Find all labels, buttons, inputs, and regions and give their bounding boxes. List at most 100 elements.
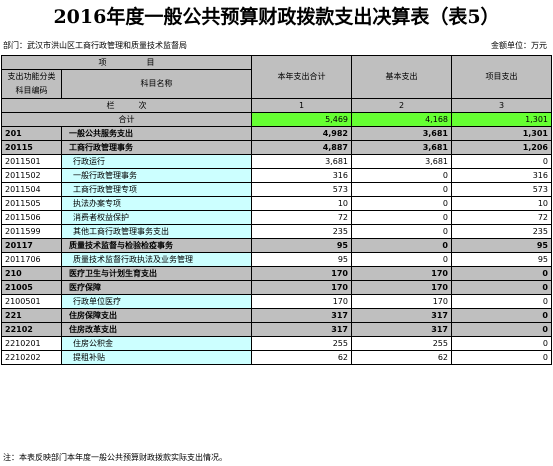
row-project-text: 573 [532, 184, 548, 194]
row-project-text: 0 [542, 324, 548, 334]
row-name: 工商行政管理事务 [61, 140, 252, 155]
row-name: 质量技术监督与检验检疫事务 [61, 238, 252, 253]
row-basic: 0 [351, 252, 452, 267]
row-name-text: 行政运行 [73, 156, 105, 166]
row-code-text: 2011501 [5, 156, 41, 166]
table-row: 2011505 执法办案专项 10 0 10 [1, 196, 552, 211]
row-total: 316 [251, 168, 352, 183]
row-basic: 170 [351, 294, 452, 309]
table-row: 21005 医疗保障 170 170 0 [1, 280, 552, 295]
row-name: 一般公共服务支出 [61, 126, 252, 141]
row-name-text: 提租补贴 [73, 352, 105, 362]
row-name-text: 一般行政管理事务 [73, 170, 137, 180]
row-code: 2011599 [1, 224, 62, 239]
row-total-text: 170 [332, 296, 348, 306]
row-name: 一般行政管理事务 [61, 168, 252, 183]
row-name-text: 住房公积金 [73, 338, 113, 348]
header-basic: 基本支出 [351, 55, 452, 99]
row-total-text: 4,887 [322, 142, 348, 152]
row-project: 0 [451, 280, 552, 295]
row-name-text: 医疗卫生与计划生育支出 [69, 268, 157, 278]
row-basic: 0 [351, 196, 452, 211]
row-total: 317 [251, 308, 352, 323]
table-row: 2210202 提租补贴 62 62 0 [1, 350, 552, 365]
row-basic-text: 0 [442, 170, 448, 180]
row-code-text: 2210201 [5, 338, 41, 348]
row-total-text: 235 [332, 226, 348, 236]
row-total-text: 95 [337, 254, 348, 264]
row-total-text: 170 [331, 282, 348, 292]
row-basic-text: 0 [442, 198, 448, 208]
row-basic-text: 317 [431, 310, 448, 320]
row-total: 72 [251, 210, 352, 225]
header-project: 项目支出 [451, 55, 552, 99]
row-project: 0 [451, 308, 552, 323]
row-project-text: 95 [537, 254, 548, 264]
row-project: 1,301 [451, 126, 552, 141]
row-name: 行政单位医疗 [61, 294, 252, 309]
row-total-text: 4,982 [322, 128, 348, 138]
seq-basic: 2 [351, 98, 452, 113]
row-project: 0 [451, 266, 552, 281]
row-project-text: 72 [537, 212, 548, 222]
row-name: 住房改革支出 [61, 322, 252, 337]
row-name-text: 其他工商行政管理事务支出 [73, 226, 169, 236]
row-basic-text: 170 [431, 282, 448, 292]
row-basic: 317 [351, 322, 452, 337]
row-code: 21005 [1, 280, 62, 295]
row-name: 质量技术监督行政执法及业务管理 [61, 252, 252, 267]
row-name-text: 一般公共服务支出 [69, 128, 133, 138]
row-project: 95 [451, 238, 552, 253]
row-basic-text: 0 [442, 240, 448, 250]
row-code-text: 2011599 [5, 226, 41, 236]
table-row: 2011504 工商行政管理专项 573 0 573 [1, 182, 552, 197]
row-project-text: 95 [536, 240, 548, 250]
row-code-text: 2100501 [5, 296, 41, 306]
row-basic: 170 [351, 266, 452, 281]
table-row: 210 医疗卫生与计划生育支出 170 170 0 [1, 266, 552, 281]
row-name: 行政运行 [61, 154, 252, 169]
row-project: 0 [451, 350, 552, 365]
row-total: 4,887 [251, 140, 352, 155]
table-row: 20117 质量技术监督与检验检疫事务 95 0 95 [1, 238, 552, 253]
row-name: 住房保障支出 [61, 308, 252, 323]
row-name-text: 质量技术监督行政执法及业务管理 [73, 254, 193, 264]
row-project-text: 0 [542, 352, 548, 362]
row-basic: 3,681 [351, 126, 452, 141]
row-total-text: 316 [332, 170, 348, 180]
row-code-text: 210 [5, 268, 22, 278]
row-name: 消费者权益保护 [61, 210, 252, 225]
row-basic: 62 [351, 350, 452, 365]
row-basic-text: 170 [432, 296, 448, 306]
row-total: 170 [251, 294, 352, 309]
row-total: 10 [251, 196, 352, 211]
row-total: 95 [251, 252, 352, 267]
row-name-text: 行政单位医疗 [73, 296, 121, 306]
row-basic: 0 [351, 224, 452, 239]
row-project: 1,206 [451, 140, 552, 155]
row-name-text: 医疗保障 [69, 282, 101, 292]
row-total: 317 [251, 322, 352, 337]
footnote: 注：本表反映部门本年度一般公共预算财政拨款实际支出情况。 [3, 453, 227, 462]
row-project: 0 [451, 294, 552, 309]
row-basic-text: 0 [442, 184, 448, 194]
row-code: 2011506 [1, 210, 62, 225]
row-project-text: 0 [542, 156, 548, 166]
row-code: 2011504 [1, 182, 62, 197]
row-code: 2011501 [1, 154, 62, 169]
row-basic-text: 0 [442, 212, 448, 222]
row-project: 0 [451, 336, 552, 351]
row-total-text: 62 [337, 352, 348, 362]
row-name: 执法办案专项 [61, 196, 252, 211]
row-project-text: 1,301 [522, 128, 548, 138]
seq-project: 3 [451, 98, 552, 113]
row-basic: 255 [351, 336, 452, 351]
department-label: 部门：武汉市洪山区工商行政管理和质量技术监督局 [3, 41, 187, 50]
page-title: 2016年度一般公共预算财政拨款支出决算表（表5） [53, 6, 500, 28]
row-project: 95 [451, 252, 552, 267]
row-total-text: 317 [331, 310, 348, 320]
row-code-text: 2011706 [5, 254, 41, 264]
row-code-text: 2011506 [5, 212, 41, 222]
row-total-text: 573 [332, 184, 348, 194]
row-total: 3,681 [251, 154, 352, 169]
